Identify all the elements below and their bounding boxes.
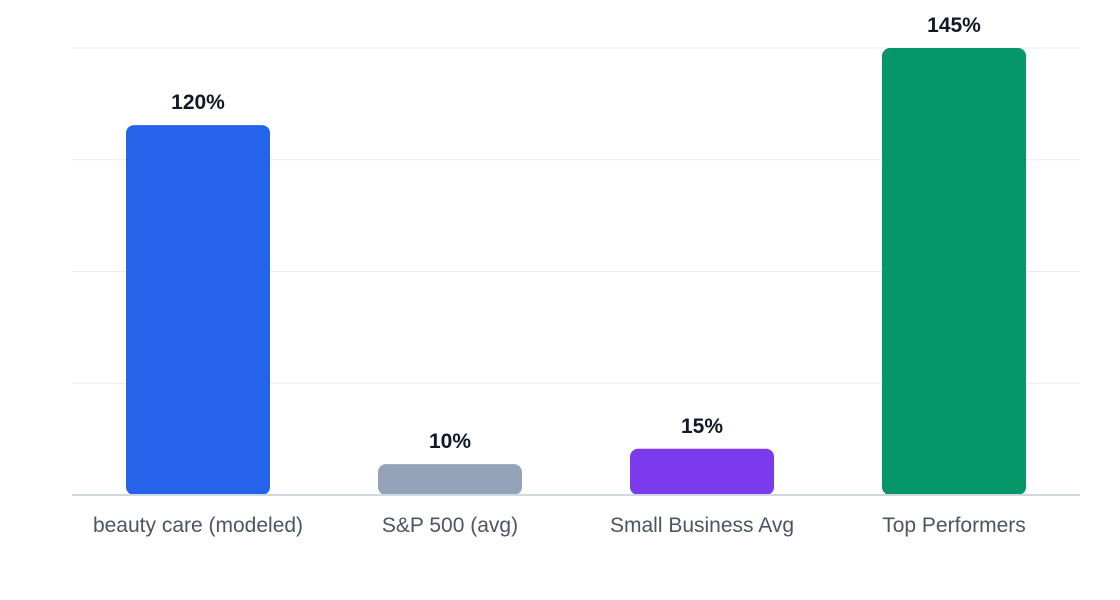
x-tick-label: S&P 500 (avg)	[382, 514, 518, 537]
bars	[126, 48, 1026, 495]
bar-value-label: 145%	[927, 14, 981, 37]
bar	[630, 448, 774, 495]
x-tick-label: beauty care (modeled)	[93, 514, 303, 537]
x-tick-labels: beauty care (modeled) S&P 500 (avg) Small …	[93, 514, 1026, 537]
bar	[882, 48, 1026, 495]
value-labels: 120% 10% 15% 145%	[171, 14, 981, 453]
bar-value-label: 10%	[429, 430, 471, 453]
bar-value-label: 120%	[171, 91, 225, 114]
bar	[378, 464, 522, 495]
bar-value-label: 15%	[681, 415, 723, 438]
x-tick-label: Top Performers	[882, 514, 1026, 537]
bar	[126, 125, 270, 495]
x-tick-label: Small Business Avg	[610, 514, 794, 537]
